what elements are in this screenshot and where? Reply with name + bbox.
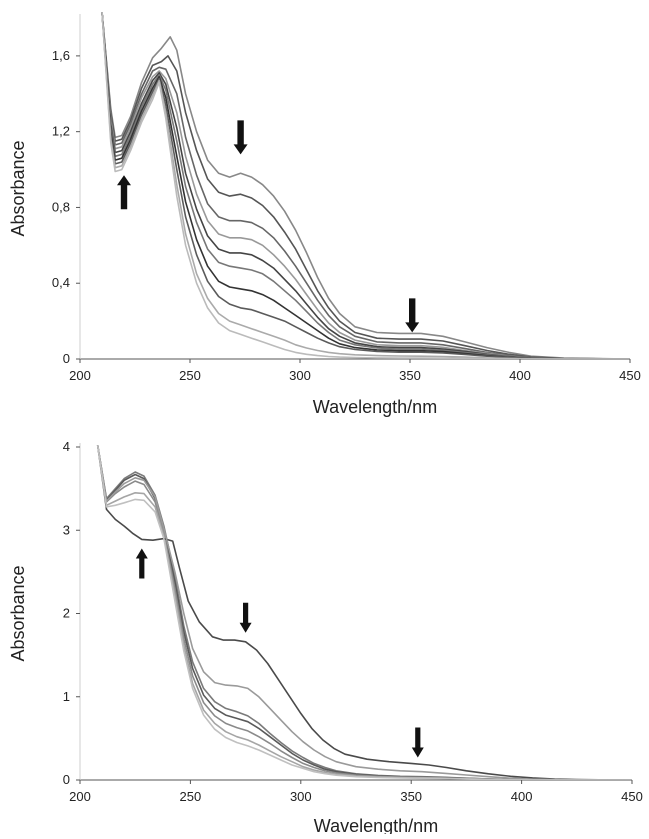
spectrum-line-7 — [96, 445, 632, 780]
spectrum-line-10 — [101, 12, 630, 359]
x-tick-label: 350 — [399, 368, 421, 383]
x-tick-label: 250 — [179, 368, 201, 383]
spectrum-line-2 — [101, 12, 631, 359]
x-tick-label: 450 — [621, 789, 643, 804]
spectrum-line-1 — [101, 12, 631, 359]
spectrum-line-9 — [101, 12, 630, 359]
x-tick-label: 300 — [289, 368, 311, 383]
spectrum-line-4 — [96, 445, 632, 780]
y-tick-label: 1,6 — [52, 48, 70, 63]
y-tick-label: 2 — [63, 606, 70, 621]
spectrum-line-6 — [96, 445, 633, 780]
arrow-down-icon — [411, 727, 424, 758]
y-tick-label: 0,4 — [52, 275, 70, 290]
x-axis-title: Wavelength/nm — [313, 397, 437, 417]
y-axis-title: Absorbance — [8, 565, 28, 661]
x-tick-label: 400 — [511, 789, 533, 804]
x-tick-label: 250 — [180, 789, 202, 804]
y-tick-label: 0 — [63, 772, 70, 787]
y-tick-label: 1,2 — [52, 124, 70, 139]
y-tick-label: 0,8 — [52, 199, 70, 214]
chart-2: 200 250 300 350 400 450 0 1 2 3 4 Wavelength/nm Abso… — [8, 439, 643, 836]
spectrum-line-6 — [101, 12, 631, 359]
arrow-up-icon — [117, 175, 131, 210]
spectrum-line-5 — [101, 12, 631, 359]
y-axis-title: Absorbance — [8, 140, 28, 236]
arrow-down-icon — [233, 120, 248, 155]
x-tick-label: 300 — [290, 789, 312, 804]
y-tick-label: 3 — [63, 522, 70, 537]
y-tick-label: 0 — [63, 351, 70, 366]
x-tick-label: 200 — [69, 789, 91, 804]
x-axis-title: Wavelength/nm — [314, 816, 438, 834]
spectrum-line-7 — [101, 12, 631, 359]
y-tick-label: 1 — [63, 689, 70, 704]
spectrum-line-5 — [96, 445, 633, 780]
x-tick-label: 400 — [509, 368, 531, 383]
spectrum-line-3 — [101, 12, 631, 359]
arrow-down-icon — [405, 298, 420, 333]
x-tick-label: 350 — [400, 789, 422, 804]
arrow-up-icon — [135, 548, 148, 579]
spectrum-line-4 — [101, 12, 631, 359]
y-tick-label: 4 — [63, 439, 70, 454]
chart-1: 200 250 300 350 400 450 0 0,4 0,8 1,2 1,6 Wavelengt… — [8, 12, 641, 417]
x-tick-label: 450 — [619, 368, 641, 383]
x-tick-label: 200 — [69, 368, 91, 383]
spectrum-line-8 — [101, 12, 631, 359]
arrow-down-icon — [239, 602, 252, 633]
